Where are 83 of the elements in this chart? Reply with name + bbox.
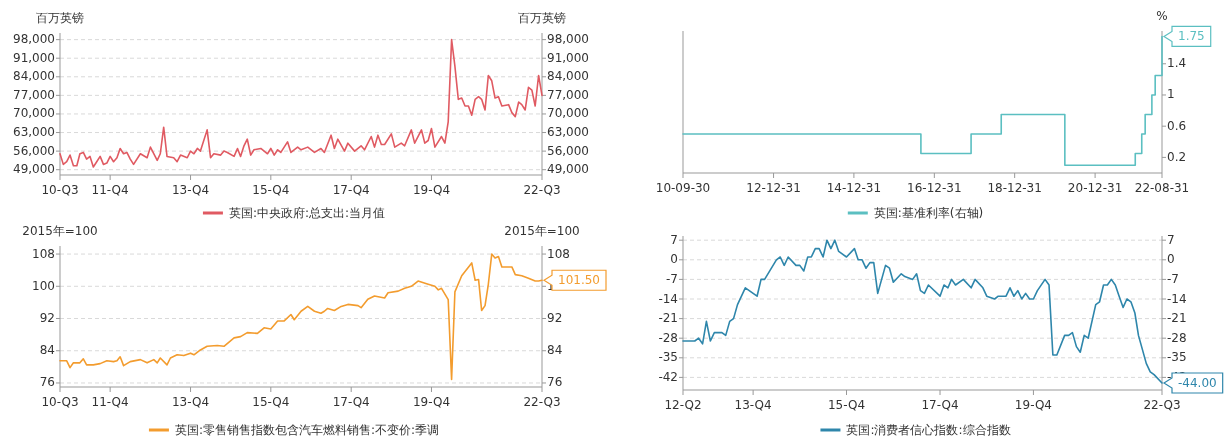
ytick: 63,000 — [13, 125, 55, 140]
ytick: 91,000 — [13, 50, 55, 65]
xtick: 17-Q4 — [921, 397, 959, 412]
y2tick: 91,000 — [547, 50, 589, 65]
xtick: 17-Q4 — [332, 394, 370, 409]
y2tick: 0.6 — [1167, 118, 1187, 133]
xtick: 22-08-31 — [1134, 180, 1190, 195]
xtick: 22-Q3 — [1143, 397, 1181, 412]
xtick: 14-12-31 — [826, 180, 882, 195]
ytick: -14 — [658, 291, 678, 306]
ytick: 84,000 — [13, 69, 55, 84]
y2tick: -21 — [1167, 311, 1187, 326]
y2tick: -35 — [1167, 350, 1187, 365]
annotation: 1.75 — [1178, 28, 1205, 43]
ytick: 98,000 — [13, 32, 55, 47]
y2tick: 70,000 — [547, 106, 589, 121]
y2tick: -28 — [1167, 330, 1187, 345]
xtick: 12-12-31 — [746, 180, 801, 195]
ytick: 92 — [39, 311, 55, 325]
xtick: 15-Q4 — [252, 182, 290, 197]
ytick: -21 — [658, 311, 678, 326]
y2tick: 56,000 — [547, 143, 589, 158]
xtick: 13-Q4 — [171, 182, 210, 197]
y2tick: 77,000 — [547, 87, 589, 102]
ytick: -7 — [666, 271, 678, 286]
y2tick: 84,000 — [547, 69, 589, 84]
annotation: 101.50 — [558, 272, 600, 287]
xtick: 11-Q4 — [91, 394, 129, 409]
xtick: 11-Q4 — [91, 182, 129, 197]
y2tick: 92 — [547, 311, 563, 325]
xtick: 18-12-31 — [987, 180, 1042, 195]
xtick: 16-12-31 — [907, 180, 962, 195]
ytick: 56,000 — [13, 143, 55, 158]
ytick: -42 — [658, 369, 678, 384]
xtick: 15-Q4 — [252, 394, 290, 409]
xtick: 10-Q3 — [41, 182, 79, 197]
xtick: 13-Q4 — [171, 394, 210, 409]
y2tick: 98,000 — [547, 32, 589, 47]
y2tick: 7 — [1167, 232, 1175, 247]
ytick: -35 — [658, 350, 678, 365]
ytick: 108 — [32, 246, 55, 261]
xtick: 10-Q3 — [41, 394, 79, 409]
y2tick: 63,000 — [547, 125, 589, 140]
y2tick: 1 — [1167, 87, 1175, 102]
xtick: 22-Q3 — [523, 182, 561, 197]
xtick: 19-Q4 — [1014, 397, 1052, 412]
xtick: 12-Q2 — [664, 397, 702, 412]
xtick: 20-12-31 — [1067, 180, 1123, 195]
xtick: 15-Q4 — [827, 397, 866, 412]
y2label: 百万英镑 — [518, 10, 566, 25]
y2tick: 84 — [547, 343, 563, 358]
legend: 英国:基准利率(右轴) — [873, 205, 984, 220]
ylabel: 百万英镑 — [36, 10, 84, 25]
y2tick: 76 — [547, 375, 563, 390]
xtick: 10-09-30 — [655, 180, 711, 195]
y2tick: 1.4 — [1167, 56, 1187, 71]
xtick: 13-Q4 — [734, 397, 772, 412]
ytick: 76 — [39, 375, 55, 390]
ytick: 84 — [39, 343, 55, 358]
ytick: 100 — [32, 278, 55, 293]
ytick: 77,000 — [13, 87, 55, 102]
y2tick: 0 — [1167, 252, 1175, 267]
y2label: 2015年=100 — [504, 223, 580, 238]
legend: 英国:消费者信心指数:综合指数 — [846, 422, 1011, 437]
ytick: 49,000 — [13, 162, 55, 177]
legend: 英国:零售销售指数包含汽车燃料销售:不变价:季调 — [174, 422, 440, 437]
y2tick: 108 — [547, 246, 570, 261]
ylabel: 2015年=100 — [22, 223, 98, 238]
xtick: 22-Q3 — [523, 394, 561, 409]
ytick: 7 — [670, 232, 678, 247]
xtick: 19-Q4 — [412, 394, 451, 409]
ytick: 0 — [670, 252, 678, 267]
xtick: 17-Q4 — [332, 182, 370, 197]
y2label: % — [1156, 8, 1168, 23]
y2tick: 0.2 — [1167, 149, 1187, 164]
xtick: 19-Q4 — [412, 182, 451, 197]
y2tick: 49,000 — [547, 162, 589, 177]
legend: 英国:中央政府:总支出:当月值 — [228, 205, 386, 220]
ytick: -28 — [658, 330, 678, 345]
ytick: 70,000 — [13, 106, 55, 121]
y2tick: -14 — [1167, 291, 1187, 306]
annotation: -44.00 — [1178, 375, 1217, 390]
y2tick: -7 — [1167, 271, 1179, 286]
